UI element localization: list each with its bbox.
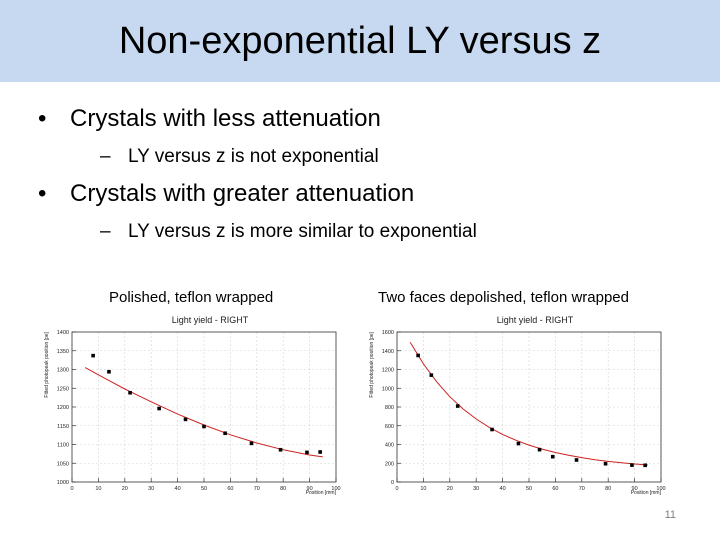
y-tick-label: 1350 xyxy=(57,349,69,355)
bullet-text: Crystals with greater attenuation xyxy=(70,180,415,207)
x-tick-label: 10 xyxy=(95,486,101,492)
x-tick-label: 30 xyxy=(148,486,154,492)
data-point xyxy=(537,447,542,452)
data-point xyxy=(202,424,206,429)
x-tick-label: 50 xyxy=(526,486,532,492)
y-tick-label: 200 xyxy=(385,461,394,467)
y-tick-label: 0 xyxy=(391,480,394,486)
x-tick-label: 30 xyxy=(473,486,479,492)
y-axis-label: Fitted photopeak position [pe] xyxy=(44,331,50,397)
sub-bullet-text: LY versus z is more similar to exponenti… xyxy=(128,221,477,242)
y-tick-label: 1000 xyxy=(382,386,394,392)
data-point xyxy=(157,406,161,411)
x-tick-label: 60 xyxy=(552,486,558,492)
data-point xyxy=(183,417,188,422)
data-point xyxy=(429,373,434,377)
x-tick-label: 80 xyxy=(605,486,611,492)
slide-title: Non-exponential LY versus z xyxy=(118,19,602,62)
x-tick-label: 100 xyxy=(656,486,665,492)
x-tick-label: 90 xyxy=(307,486,313,492)
x-tick-label: 40 xyxy=(500,486,506,492)
bullet-item: • Crystals with greater attenuation xyxy=(38,180,414,208)
y-tick-label: 1000 xyxy=(57,480,69,486)
sub-bullet-dash: – xyxy=(100,221,111,242)
light-yield-chart-depolished: Light yield - RIGHT 0 10 20 30 40 50 60 70 80 90 10… xyxy=(369,315,666,495)
chart-title: Light yield - RIGHT xyxy=(172,315,249,325)
bullet-dot: • xyxy=(38,105,47,132)
data-point xyxy=(91,353,95,358)
data-point xyxy=(630,463,634,467)
y-tick-label: 1400 xyxy=(382,349,394,355)
y-tick-label: 1600 xyxy=(382,330,394,336)
sub-bullet-text: LY versus z is not exponential xyxy=(128,146,379,167)
x-tick-label: 60 xyxy=(227,486,233,492)
y-tick-label: 1200 xyxy=(57,405,69,411)
y-tick-label: 400 xyxy=(385,443,394,449)
plot-caption-left: Polished, teflon wrapped xyxy=(109,289,274,306)
sub-bullet-dash: – xyxy=(100,146,111,167)
x-tick-label: 20 xyxy=(447,486,453,492)
x-tick-label: 0 xyxy=(70,486,73,492)
x-tick-label: 40 xyxy=(175,486,181,492)
x-tick-label: 20 xyxy=(122,486,128,492)
data-point xyxy=(318,450,322,454)
sub-bullet-item: – LY versus z is not exponential xyxy=(100,146,379,168)
x-tick-label: 90 xyxy=(632,486,638,492)
x-tick-label: 50 xyxy=(201,486,207,492)
data-point xyxy=(490,427,494,432)
sub-bullet-item: – LY versus z is more similar to exponent… xyxy=(100,221,477,243)
x-axis-label: Position [mm] xyxy=(631,490,662,495)
x-tick-label: 10 xyxy=(420,486,426,492)
chart-title: Light yield - RIGHT xyxy=(497,315,574,325)
x-tick-label: 70 xyxy=(254,486,260,492)
slide-title-bar: Non-exponential LY versus z xyxy=(0,0,720,82)
y-tick-label: 1150 xyxy=(57,424,69,430)
x-tick-label: 70 xyxy=(579,486,585,492)
y-tick-label: 1050 xyxy=(57,461,69,467)
y-axis-label: Fitted photopeak position [pe] xyxy=(369,331,375,397)
data-point xyxy=(603,461,608,466)
data-point xyxy=(516,441,521,446)
page-number: 11 xyxy=(664,509,676,521)
x-tick-label: 100 xyxy=(331,486,340,492)
data-point xyxy=(416,353,420,358)
data-point xyxy=(107,369,111,374)
x-tick-label: 80 xyxy=(280,486,286,492)
fit-curve xyxy=(409,342,648,466)
y-tick-label: 600 xyxy=(385,424,394,430)
bullet-item: • Crystals with less attenuation xyxy=(38,105,381,133)
data-point xyxy=(305,450,309,455)
data-point xyxy=(249,441,254,446)
data-point xyxy=(550,454,555,459)
x-tick-label: 0 xyxy=(395,486,398,492)
data-point xyxy=(643,463,647,468)
light-yield-chart-polished: Light yield - RIGHT 0 10 20 30 40 50 60 70 80 90 10… xyxy=(44,315,341,495)
data-point xyxy=(455,404,460,408)
y-tick-label: 1300 xyxy=(57,368,69,374)
data-point xyxy=(574,458,579,462)
bullet-text: Crystals with less attenuation xyxy=(70,105,381,132)
bullet-dot: • xyxy=(38,180,47,207)
y-tick-label: 1100 xyxy=(57,443,69,449)
data-point xyxy=(278,447,283,452)
y-tick-label: 1200 xyxy=(382,368,394,374)
x-axis-label: Position [mm] xyxy=(306,490,337,495)
plot-caption-right: Two faces depolished, teflon wrapped xyxy=(378,289,629,306)
data-point xyxy=(128,390,132,395)
data-point xyxy=(223,431,227,436)
y-tick-label: 1400 xyxy=(57,330,69,336)
y-tick-label: 800 xyxy=(385,405,394,411)
y-tick-label: 1250 xyxy=(57,386,69,392)
